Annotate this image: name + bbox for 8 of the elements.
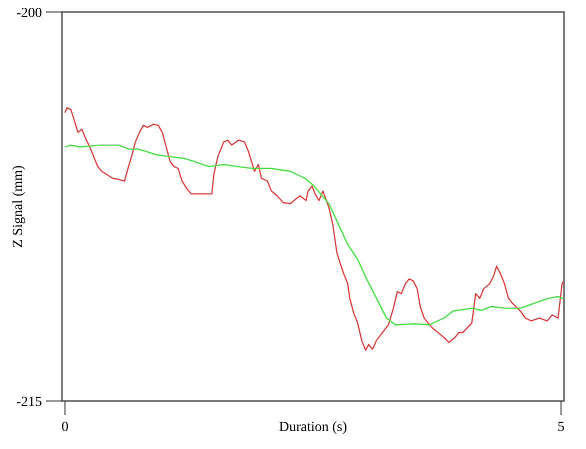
y-axis-title: Z Signal (mm) (11, 164, 26, 248)
line-series (64, 107, 564, 351)
y-tick-label: -200 (16, 6, 42, 21)
x-axis-title: Duration (s) (278, 420, 348, 435)
y-tick-label: -215 (16, 394, 42, 410)
x-tick-label: 5 (558, 420, 565, 435)
x-tick-label: 0 (61, 420, 68, 435)
line-series (64, 144, 564, 326)
